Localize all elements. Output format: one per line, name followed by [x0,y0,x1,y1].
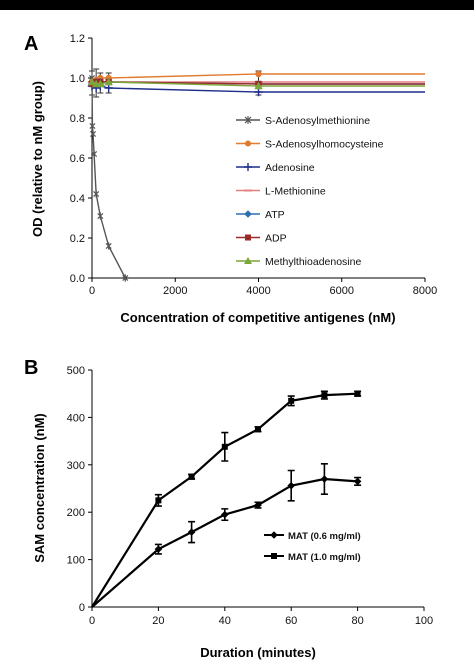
panel-a-legend-marker [245,234,251,241]
panel-b-series-1-point [221,443,228,450]
panel-a-legend-label: S-Adenosylmethionine [265,115,370,127]
panel-a-legend-label: ADP [265,233,287,245]
panel-a-y-tick-label: 0.4 [70,193,85,205]
panel-a-series-6-point [96,79,105,88]
panel-b-series-line-1 [91,392,358,608]
panel-a-legend-label: Adenosine [265,162,315,174]
panel-a-y-tick-label: 0.0 [70,273,85,285]
panel-a-series-6-point [87,77,97,86]
panel-a-y-tick-label: 0.2 [70,233,85,245]
panel-b-series-0-point [254,501,262,509]
panel-b-series-1-point [321,392,328,399]
panel-b-y-tick-label: 400 [67,412,85,424]
panel-a-ylabel: OD (relative to nM group) [30,81,45,237]
panel-a-plot: 0.0 0.2 0.4 0.6 0.8 1.0 1.2 0 2000 4000 6000 8000 S-… [70,33,438,297]
panel-b-series-0-point [187,528,196,536]
panel-b-legend-marker [271,553,277,559]
panel-b-series-1-point [188,473,195,480]
panel-a-y-tick-label: 0.8 [70,113,85,125]
panel-b-x-tick-label: 0 [89,615,95,627]
panel-b-y-tick-label: 100 [67,555,85,567]
top-border-bar [0,0,474,10]
panel-a-legend-marker [244,116,252,124]
panel-a-legend-marker [245,140,251,147]
panel-b-series-0-point [287,481,295,490]
panel-a-series-0-point [97,212,104,220]
panel-a-x-tick-label: 6000 [330,285,354,297]
panel-a-x-tick-label: 4000 [246,285,270,297]
panel-a-legend-label: Methylthioadenosine [265,256,361,268]
panel-a-xlabel: Concentration of competitive antigenes (… [120,310,395,325]
panel-b-xlabel: Duration (minutes) [200,645,316,660]
panel-a-series-6-point [104,77,113,86]
panel-a-y-tick-label: 0.6 [70,153,85,165]
panel-b-x-tick-label: 20 [152,615,164,627]
panel-a-series-0-point [90,130,97,138]
panel-a-series-0-point [91,150,98,158]
panel-a-series-0-point [122,274,129,282]
panel-b-ylabel: SAM concentration (nM) [32,413,47,563]
panel-b-series-0-point [320,475,329,483]
panel-a-legend-marker [244,257,252,264]
panel-b-legend-label: MAT (0.6 mg/ml) [288,531,361,542]
panel-a-legend-label: ATP [265,209,285,221]
panel-b-series-1-point [255,426,261,433]
panel-b-x-tick-label: 100 [415,615,433,627]
panel-a-y-tick-label: 1.0 [70,73,85,85]
panel-a-series-0-point [89,122,96,130]
panel-a-legend-marker [244,163,252,171]
panel-a-legend-marker [244,210,252,218]
panel-a-y-tick-label: 1.2 [70,33,85,45]
panel-b-label: B [24,357,38,379]
panel-b-legend-label: MAT (1.0 mg/ml) [288,552,361,563]
panel-b-series-1-point [288,397,295,404]
panel-a-x-tick-label: 8000 [413,285,437,297]
panel-a-x-tick-label: 2000 [163,285,187,297]
panel-a-series-0-point [93,190,100,198]
panel-b-y-tick-label: 0 [79,602,85,614]
panel-b-plot: 0 100 200 300 400 500 0 20 40 60 80 100 MAT (0.6 mg/… [67,365,434,627]
panel-b-legend-marker [270,531,278,539]
panel-b-x-tick-label: 60 [285,615,297,627]
panel-b-series-1-point [354,390,361,397]
panel-a-series-6-point [254,81,263,90]
panel-b-y-tick-label: 300 [67,460,85,472]
panel-b-x-tick-label: 40 [219,615,231,627]
panel-b-y-tick-label: 200 [67,507,85,519]
panel-a-series-0-point [105,242,112,250]
panel-a-series-1-point [255,70,262,78]
panel-b-x-tick-label: 80 [351,615,363,627]
panel-a-legend-label: L-Methionine [265,186,326,198]
panel-b-y-tick-label: 500 [67,365,85,377]
panel-a-label: A [24,33,38,55]
panel-b-series-0-point [221,510,229,519]
panel-b-series-line-0 [91,477,358,608]
panel-b-series-1-point [155,497,162,504]
panel-a-legend-label: S-Adenosylhomocysteine [265,139,384,151]
panel-b-series-0-point [154,545,163,553]
panel-a-x-tick-label: 0 [89,285,95,297]
panel-b-series-0-point [353,477,362,486]
